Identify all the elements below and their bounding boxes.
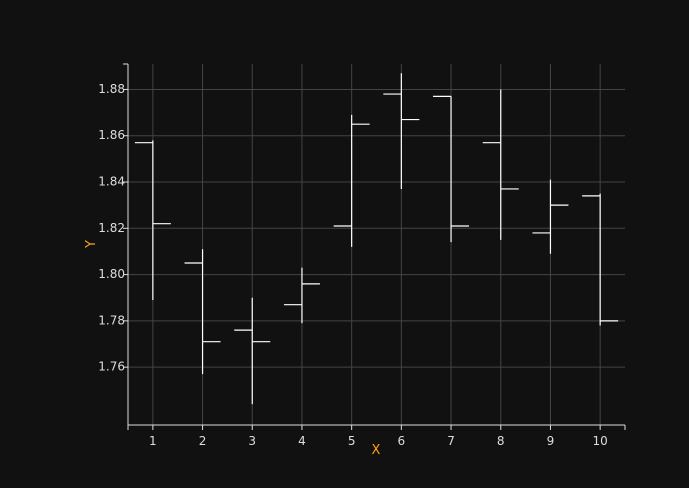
y-tick-label: 1.82	[98, 221, 125, 235]
ohlc-bar	[582, 193, 619, 326]
y-axis-title: Y	[84, 240, 99, 249]
tick-labels: 1 2 3 4 5 6 7 8 9 10 1.76 1.78 1.80 1.82 1.84 1.86 1.88	[98, 82, 608, 448]
ohlc-bar	[433, 95, 470, 243]
y-tick-label: 1.76	[98, 360, 125, 374]
ohlc-bar	[482, 89, 519, 240]
y-tick-label: 1.80	[98, 267, 125, 281]
x-tick-label: 10	[593, 434, 608, 448]
x-tick-label: 3	[248, 434, 256, 448]
ohlc-bar	[234, 297, 271, 405]
axes	[123, 63, 626, 430]
ohlc-bar	[532, 179, 569, 254]
ohlc-marks	[134, 73, 619, 405]
x-axis-title: X	[372, 443, 381, 458]
x-tick-label: 8	[497, 434, 505, 448]
x-tick-label: 2	[199, 434, 207, 448]
x-tick-label: 7	[447, 434, 455, 448]
y-tick-label: 1.84	[98, 175, 125, 189]
x-tick-label: 4	[298, 434, 306, 448]
ohlc-bar	[383, 73, 420, 189]
x-tick-label: 9	[547, 434, 555, 448]
ohlc-bar	[184, 249, 221, 375]
x-tick-label: 6	[398, 434, 406, 448]
ohlc-bar	[333, 114, 370, 247]
ohlc-bar	[134, 140, 171, 301]
y-tick-label: 1.88	[98, 82, 125, 96]
y-tick-label: 1.86	[98, 128, 125, 142]
x-tick-label: 5	[348, 434, 356, 448]
x-tick-label: 1	[149, 434, 157, 448]
y-tick-label: 1.78	[98, 313, 125, 327]
ohlc-bar	[283, 267, 320, 324]
